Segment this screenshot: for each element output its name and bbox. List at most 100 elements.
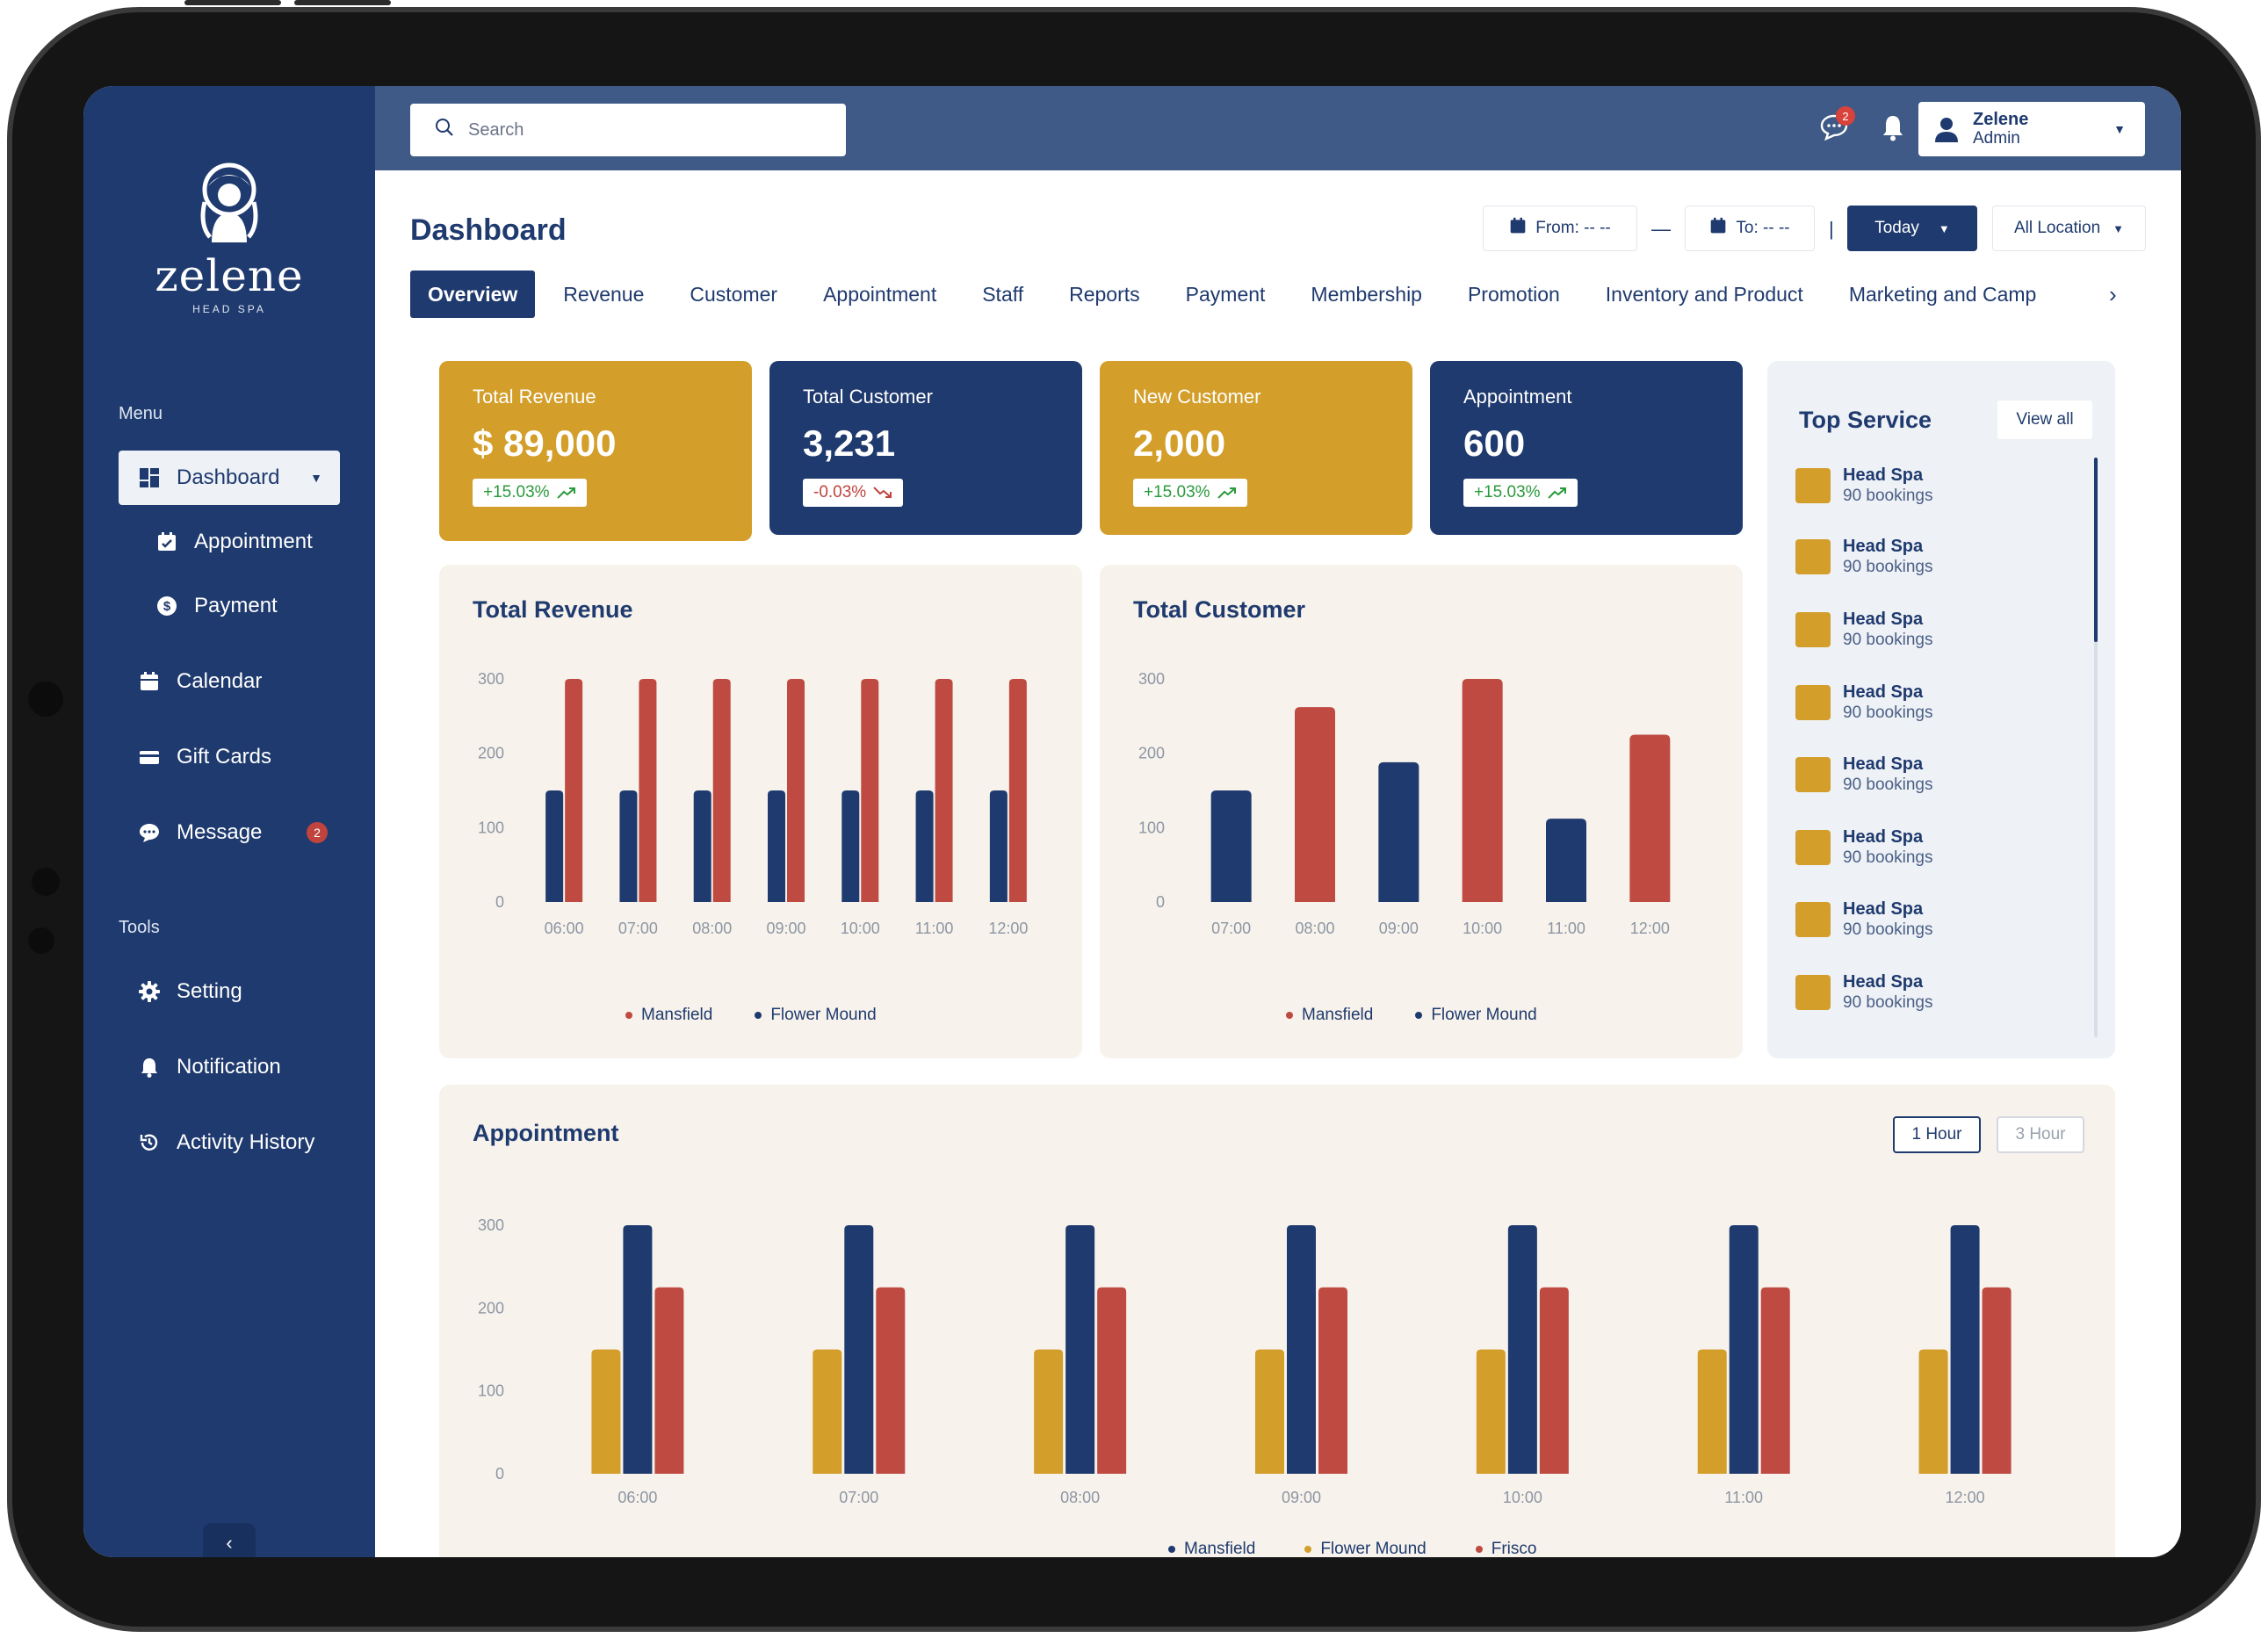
service-name: Head Spa [1843,899,1924,919]
today-dropdown[interactable]: Today ▼ [1847,206,1977,251]
legend-item-mansfield: Mansfield [1168,1540,1255,1557]
legend-item-flower-mound: Flower Mound [755,1006,877,1025]
top-service-item[interactable]: Head Spa 90 bookings [1795,609,1932,651]
logo-emblem-icon [200,162,258,242]
bell-icon [138,1056,161,1079]
y-tick-label: 0 [495,1465,504,1483]
bar [1318,1287,1347,1474]
date-to-filter[interactable]: To: -- -- [1685,206,1815,251]
grid-icon [138,466,161,489]
sidebar-item-gift-cards[interactable]: Gift Cards [119,730,340,784]
location-dropdown[interactable]: All Location ▼ [1992,206,2146,251]
sidebar-item-label: Notification [177,1055,281,1079]
calendar-icon [138,670,161,693]
service-swatch [1795,468,1831,503]
bar [1697,1349,1727,1474]
sidebar-item-dashboard[interactable]: Dashboard ▼ [119,451,340,505]
tab-promotion[interactable]: Promotion [1467,282,1560,306]
stat-card-total-revenue: Total Revenue $ 89,000 +15.03% [439,361,752,541]
stat-change-badge: +15.03% [1133,479,1247,507]
tab-marketing[interactable]: Marketing and Camp [1848,282,2037,306]
service-name: Head Spa [1843,537,1924,556]
top-service-item[interactable]: Head Spa 90 bookings [1795,971,1932,1014]
view-all-button[interactable]: View all [1997,400,2092,439]
top-service-item[interactable]: Head Spa 90 bookings [1795,826,1932,869]
interval-3-hour-button[interactable]: 3 Hour [1997,1116,2084,1153]
bar [1476,1349,1506,1474]
chevron-down-icon: ▼ [2113,221,2125,235]
y-tick-label: 200 [1138,745,1165,762]
top-service-item[interactable]: Head Spa 90 bookings [1795,465,1932,507]
sidebar-item-activity-history[interactable]: Activity History [119,1115,340,1170]
sidebar-item-message[interactable]: Message 2 [119,805,340,860]
date-from-filter[interactable]: From: -- -- [1483,206,1637,251]
y-tick-label: 200 [478,745,504,762]
chart-legend: Mansfield Flower Mound [625,1006,919,1025]
sidebar-item-payment[interactable]: $ Payment [136,579,358,633]
service-swatch [1795,975,1831,1010]
y-tick-label: 300 [1138,670,1165,688]
x-tick-label: 10:00 [1503,1489,1542,1506]
service-name: Head Spa [1843,754,1924,774]
messages-button[interactable]: 2 [1817,106,1855,145]
sidebar-item-appointment[interactable]: Appointment [136,515,358,569]
bar [1210,790,1252,902]
tab-appointment[interactable]: Appointment [823,282,937,306]
user-name: Zelene [1973,110,2029,129]
bar [1065,1225,1095,1474]
top-service-item[interactable]: Head Spa 90 bookings [1795,536,1932,578]
sidebar-item-notification[interactable]: Notification [119,1040,340,1094]
stat-card-appointment: Appointment 600 +15.03% [1430,361,1743,535]
x-tick-label: 11:00 [1724,1489,1763,1506]
bar [1546,819,1586,902]
tab-inventory-and-product[interactable]: Inventory and Product [1605,282,1803,306]
sidebar-item-setting[interactable]: Setting [119,964,340,1019]
user-menu[interactable]: Zelene Admin ▼ [1918,102,2145,156]
tab-reports[interactable]: Reports [1069,282,1140,306]
chevron-down-icon: ▼ [2113,122,2126,136]
bar [1462,679,1503,902]
stat-value: 600 [1463,422,1526,464]
trend-down-icon [873,487,892,498]
brand-name: zelene [155,250,304,301]
top-service-item[interactable]: Head Spa 90 bookings [1795,682,1932,724]
x-tick-label: 06:00 [618,1489,657,1506]
sidebar-item-calendar[interactable]: Calendar [119,654,340,709]
bar [1982,1287,2012,1474]
x-tick-label: 12:00 [1946,1489,1985,1506]
notifications-button[interactable] [1875,110,1910,145]
stat-value: 3,231 [803,422,896,464]
gear-icon [138,980,161,1003]
legend-marker [755,1012,762,1019]
top-service-item[interactable]: Head Spa 90 bookings [1795,898,1932,941]
collapse-sidebar-button[interactable]: ‹ [203,1523,256,1557]
tab-overview[interactable]: Overview [410,271,536,318]
tab-payment[interactable]: Payment [1185,282,1266,306]
top-service-item[interactable]: Head Spa 90 bookings [1795,754,1932,796]
dollar-icon: $ [155,595,178,617]
tab-membership[interactable]: Membership [1311,282,1422,306]
scrollbar-thumb[interactable] [2094,458,2098,642]
y-tick-label: 0 [1156,893,1165,911]
appointment-panel: Appointment 1 Hour 3 Hour 0 100 200 300 06:0… [439,1085,2115,1557]
interval-1-hour-button[interactable]: 1 Hour [1893,1116,1981,1153]
chevron-right-icon[interactable]: › [2109,281,2117,307]
camera-dot [28,927,54,954]
search-placeholder: Search [468,119,524,140]
tab-revenue[interactable]: Revenue [563,282,645,306]
service-bookings: 90 bookings [1843,848,1933,867]
tab-staff[interactable]: Staff [982,282,1024,306]
y-tick-label: 200 [478,1299,504,1317]
scrollbar-track[interactable] [2094,458,2098,1037]
service-bookings: 90 bookings [1843,558,1933,576]
legend-label: Flower Mound [1320,1540,1427,1557]
legend-item-mansfield: Mansfield [1286,1006,1373,1025]
page-title: Dashboard [410,213,567,247]
x-tick-label: 08:00 [1060,1489,1100,1506]
tab-customer[interactable]: Customer [690,282,778,306]
x-tick-label: 12:00 [1630,920,1670,937]
user-avatar-icon [1935,118,1958,142]
search-input[interactable]: Search [410,104,846,156]
service-swatch [1795,612,1831,647]
x-tick-label: 10:00 [841,920,880,937]
